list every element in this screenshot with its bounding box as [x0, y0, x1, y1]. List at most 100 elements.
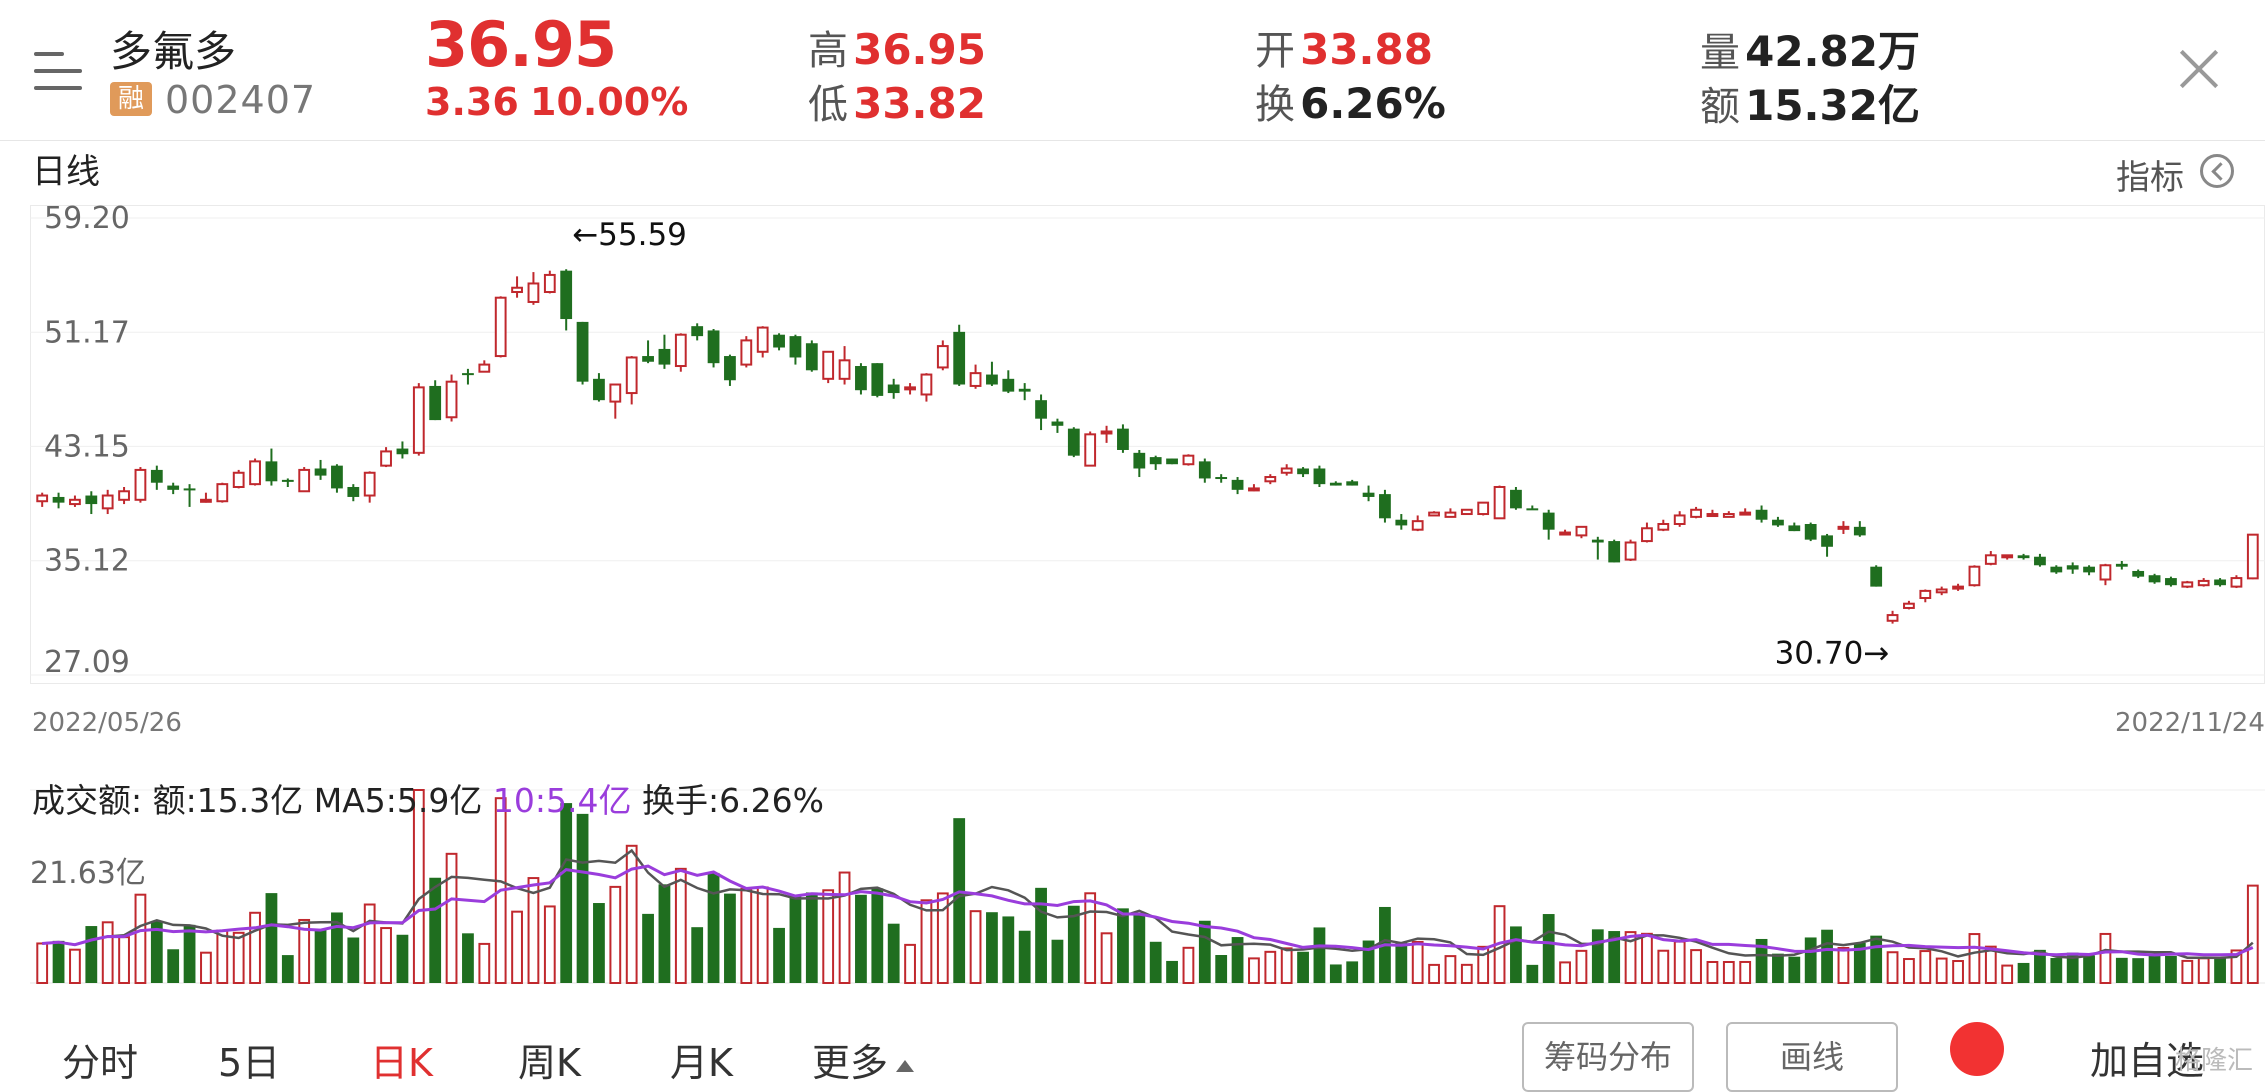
candle [1395, 514, 1408, 530]
candle [1329, 481, 1342, 486]
menu-icon[interactable] [34, 52, 82, 92]
add-watchlist-button[interactable]: 加自选 [2090, 1039, 2205, 1083]
tab-5day[interactable]: 5日 [218, 1041, 281, 1085]
volume-turnover: 换手:6.26% [641, 781, 824, 820]
volume-bar [1460, 963, 1473, 984]
volume-bar [1739, 960, 1752, 984]
volume-bar [887, 923, 900, 983]
volume-bar [1542, 914, 1555, 983]
volume-chart[interactable]: 21.63亿 [30, 775, 2265, 985]
candle [1542, 509, 1555, 540]
volume-bar [134, 893, 147, 984]
amount-value: 15.32亿 [1745, 81, 1920, 130]
volume-bar [773, 927, 785, 983]
candle [576, 321, 589, 385]
candle [462, 368, 474, 385]
volume-bar [936, 892, 949, 984]
volume-bar [52, 940, 65, 983]
candle [1100, 425, 1113, 443]
kline-y-label: 59.20 [44, 205, 130, 236]
volume-bar [1706, 960, 1719, 984]
volume-bar [331, 912, 343, 983]
tab-intraday[interactable]: 分时 [62, 1041, 139, 1085]
tab-weekly-k[interactable]: 周K [518, 1041, 581, 1085]
candlestick-chart[interactable]: 59.20 51.17 43.15 35.12 27.09 ←55.59 30.70→ [30, 205, 2265, 715]
candle [101, 489, 114, 515]
candle [1411, 515, 1424, 532]
candle [396, 441, 409, 459]
candle [36, 492, 49, 507]
volume-bar [1297, 951, 1309, 983]
volume-bar [462, 933, 474, 983]
candle [1657, 519, 1670, 532]
candle [150, 465, 163, 490]
candle [2181, 580, 2194, 589]
tab-monthly-k[interactable]: 月K [670, 1041, 733, 1085]
candle [543, 270, 556, 294]
indicator-button[interactable]: 指标 [2116, 158, 2184, 198]
candle [1510, 486, 1522, 510]
candle [1739, 508, 1752, 516]
candle [1248, 484, 1260, 492]
candle [1788, 522, 1801, 532]
chip-distribution-button[interactable]: 筹码分布 [1522, 1022, 1694, 1092]
kline-y-label: 51.17 [44, 315, 130, 350]
candle [691, 323, 704, 341]
low-value: 33.82 [853, 79, 986, 128]
volume-bar [1608, 931, 1621, 983]
candle [69, 495, 81, 507]
volume-bar [216, 929, 229, 985]
volume-bar [642, 913, 654, 983]
candle [1706, 509, 1719, 518]
tab-daily-k[interactable]: 日K [370, 1041, 433, 1085]
candle [1166, 458, 1178, 465]
volume-bar [1870, 935, 1883, 983]
candle [1346, 479, 1359, 486]
candle [1870, 565, 1883, 587]
volume-bar [363, 903, 376, 984]
candle [560, 269, 573, 331]
volume-bar [1690, 949, 1702, 985]
volume-bar [1329, 964, 1342, 983]
volume-bar [1788, 956, 1801, 983]
red-dot-icon[interactable] [1950, 1022, 2004, 1076]
volume-bar [789, 894, 802, 983]
price-change-pct: 10.00% [530, 80, 689, 124]
volume-value: 42.82万 [1745, 27, 1920, 76]
volume-bar [1084, 892, 1097, 984]
volume-bar [1903, 958, 1915, 984]
close-icon[interactable] [2178, 48, 2220, 90]
draw-line-button[interactable]: 画线 [1726, 1022, 1898, 1092]
volume-bar [2017, 962, 2030, 983]
candle [642, 340, 654, 364]
volume-bar [1559, 961, 1571, 985]
candle [1117, 424, 1129, 453]
candle [1919, 589, 1932, 603]
candle [1935, 586, 1948, 596]
volume-bar [347, 937, 360, 983]
candle [1051, 418, 1064, 433]
candle [969, 364, 982, 389]
volume-bar [2050, 958, 2063, 983]
volume-bar [1133, 913, 1146, 983]
candle [2083, 565, 2095, 576]
volume-bar [1772, 953, 1784, 983]
volume-bar [1117, 908, 1129, 983]
tab-more-label: 更多 [812, 1041, 889, 1085]
volume-amount: 额:15.3亿 [152, 781, 304, 820]
tab-more[interactable]: 更多 [812, 1032, 915, 1087]
chevron-left-icon[interactable] [2200, 154, 2234, 188]
volume-stat: 量 42.82万 [1700, 18, 1920, 79]
candle [1002, 370, 1015, 394]
volume-bar [1198, 920, 1211, 983]
volume-bar [167, 949, 180, 983]
volume-bar [445, 852, 458, 984]
candle [953, 324, 966, 386]
volume-title-label: 成交额: [32, 781, 143, 820]
volume-bar [150, 921, 163, 983]
volume-bar [183, 924, 196, 983]
volume-bar [380, 927, 392, 985]
candle [724, 354, 736, 386]
volume-bar [1395, 942, 1408, 983]
candle [1379, 489, 1391, 523]
